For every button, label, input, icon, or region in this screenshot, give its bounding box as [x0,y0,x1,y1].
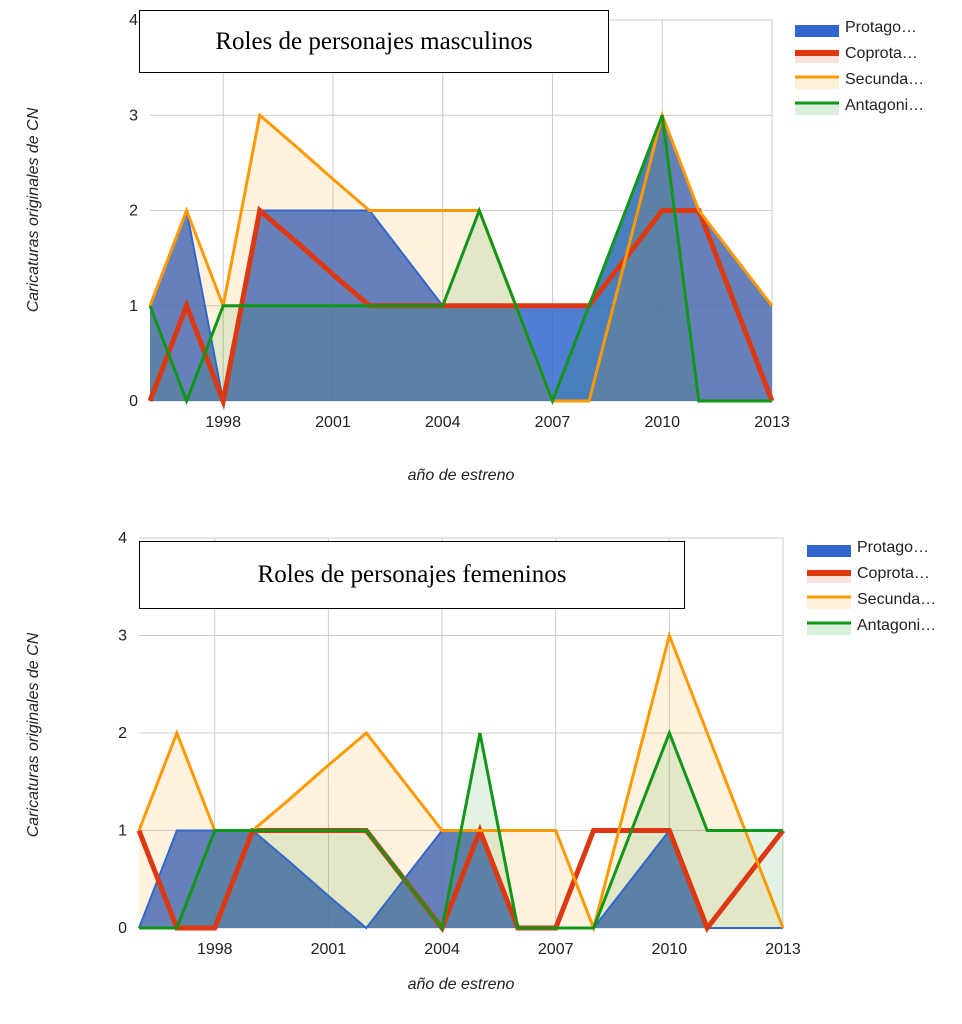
legend-item: Coprota… [807,565,930,583]
x-tick-label: 2013 [754,414,790,431]
legend: Protago… Coprota… Secunda… Antagoni… [807,539,936,635]
x-tick-label: 2007 [535,414,571,431]
x-tick-label: 1998 [197,941,233,958]
series-line-2 [148,110,774,403]
y-axis-title: Caricaturas originales de CN [25,632,42,837]
legend-label: Coprota… [857,565,930,582]
y-tick-label: 1 [118,823,127,840]
x-tick-label: 2010 [652,941,688,958]
legend-label: Secunda… [845,71,924,88]
legend: Protago… Coprota… Secunda… Antagoni… [795,19,924,115]
axes: 0 1 2 3 4 1998 2001 2004 2007 2010 2013 [118,530,801,958]
legend-label: Coprota… [845,45,918,62]
legend-swatch [795,77,839,89]
legend-item: Protago… [795,19,917,37]
legend-item: Protago… [807,539,929,557]
legend-label: Antagoni… [845,97,924,114]
x-axis-title: año de estreno [408,467,515,484]
legend-swatch [807,545,851,557]
y-tick-label: 4 [129,12,138,29]
y-tick-label: 0 [118,920,127,937]
chart-panel-male: 0 1 2 3 4 1998 2001 2004 2007 2010 2013 Caricaturas… [0,0,962,510]
x-tick-label: 2004 [425,414,461,431]
x-tick-label: 2013 [765,941,801,958]
x-tick-label: 2001 [315,414,351,431]
legend-swatch [795,103,839,115]
x-tick-label: 1998 [205,414,241,431]
legend-item: Secunda… [795,71,924,89]
series-area-0 [150,115,772,401]
y-tick-label: 0 [129,393,138,410]
chart-female-svg: 0 1 2 3 4 1998 2001 2004 2007 2010 2013 Caricaturas… [25,530,936,993]
legend-item: Antagoni… [807,617,936,635]
series-layer [147,110,775,411]
chart-title: Roles de personajes femeninos [139,541,685,609]
x-axis-title: año de estreno [408,976,515,993]
x-tick-label: 2007 [538,941,574,958]
x-tick-label: 2004 [424,941,460,958]
legend-label: Protago… [845,19,917,36]
legend-item: Antagoni… [795,97,924,115]
chart-panel-female: 0 1 2 3 4 1998 2001 2004 2007 2010 2013 Caricaturas… [0,520,962,1019]
x-tick-label: 2001 [311,941,347,958]
legend-label: Secunda… [857,591,936,608]
chart-title: Roles de personajes masculinos [139,10,609,73]
chart-male-svg: 0 1 2 3 4 1998 2001 2004 2007 2010 2013 Caricaturas… [25,12,924,484]
series-line-3 [139,728,783,932]
y-tick-label: 3 [118,628,127,645]
legend-swatch [807,623,851,635]
y-tick-label: 4 [118,530,127,547]
axes: 0 1 2 3 4 1998 2001 2004 2007 2010 2013 [129,12,790,431]
legend-swatch [795,25,839,37]
y-tick-label: 2 [118,725,127,742]
series-line-1 [147,205,775,411]
legend-swatch [807,597,851,609]
series-layer [136,630,785,934]
legend-label: Antagoni… [857,617,936,634]
x-tick-label: 2010 [644,414,680,431]
legend-item: Secunda… [807,591,936,609]
legend-item: Coprota… [795,45,918,63]
y-tick-label: 1 [129,298,138,315]
y-tick-label: 3 [129,107,138,124]
y-axis-title: Caricaturas originales de CN [25,107,42,312]
y-tick-label: 2 [129,203,138,220]
series-line-3 [148,114,772,406]
series-line-1 [136,823,785,934]
legend-label: Protago… [857,539,929,556]
